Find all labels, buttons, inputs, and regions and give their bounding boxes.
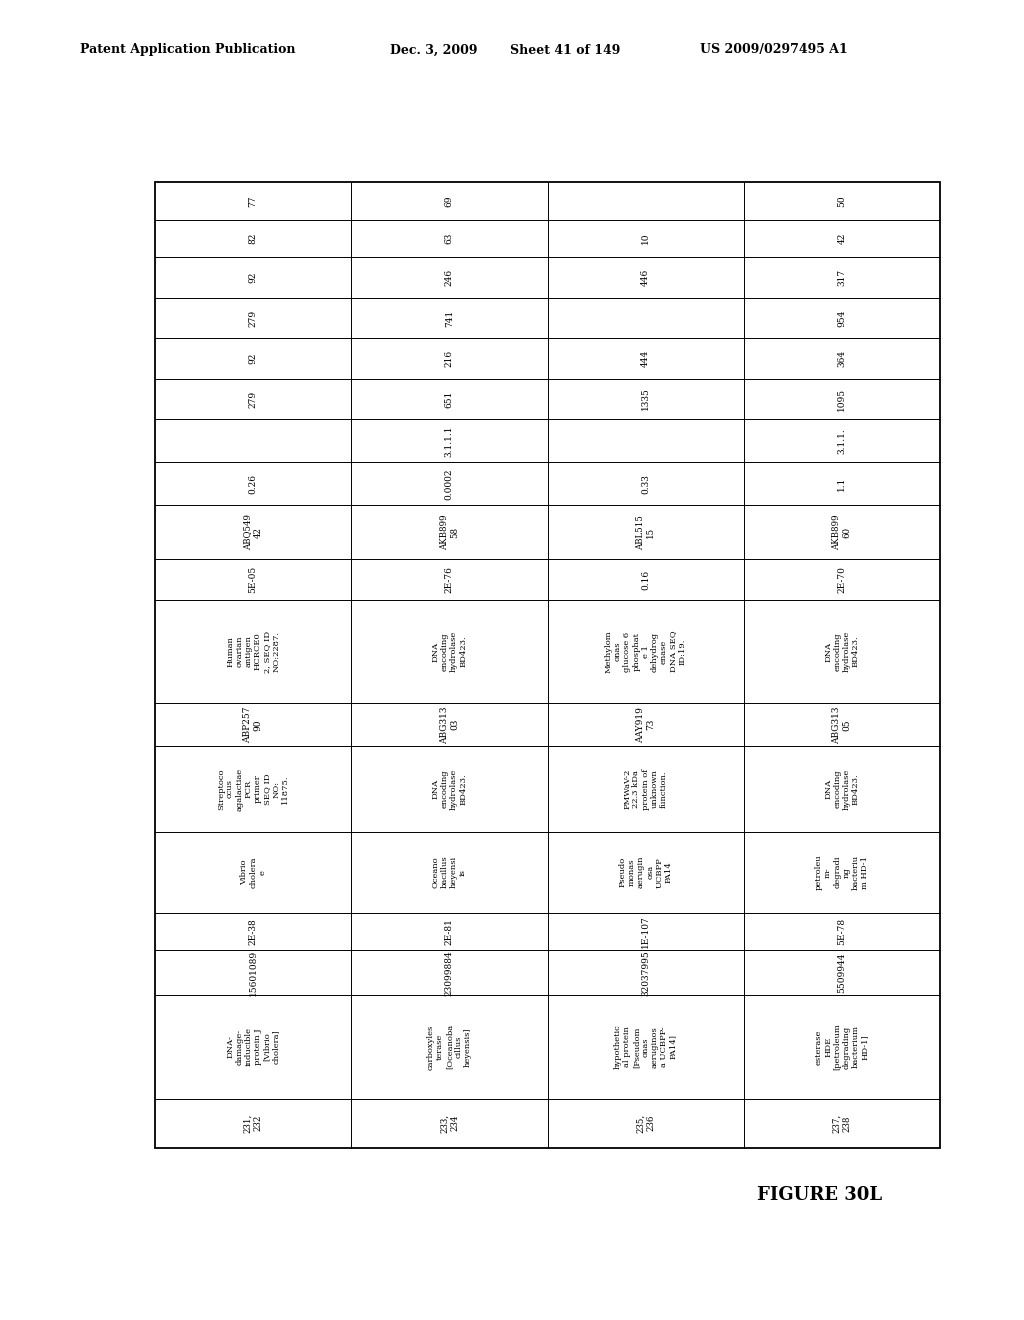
Text: 954: 954: [838, 309, 847, 327]
Text: 1E-107: 1E-107: [641, 915, 650, 948]
Text: DNA
encoding
hydrolase
BD423.: DNA encoding hydrolase BD423.: [824, 631, 860, 672]
Text: 0.0002: 0.0002: [444, 469, 454, 500]
Text: FIGURE 30L: FIGURE 30L: [758, 1185, 883, 1204]
Text: 69: 69: [444, 195, 454, 207]
Text: ABG313
03: ABG313 03: [439, 706, 459, 743]
Text: 5E-78: 5E-78: [838, 917, 847, 945]
Text: 246: 246: [444, 269, 454, 286]
Text: hypothetic
al protein
[Pseudom
onas
aeruginos
a UCBPP-
PA14]: hypothetic al protein [Pseudom onas aeru…: [614, 1024, 677, 1069]
Text: 10: 10: [641, 232, 650, 244]
Text: 2E-38: 2E-38: [249, 919, 258, 945]
Text: 32037995: 32037995: [641, 950, 650, 995]
Text: 235,
236: 235, 236: [636, 1114, 655, 1133]
Text: 0.16: 0.16: [641, 569, 650, 590]
Text: petroleu
m-
degradi
ng
bacteriu
m HD-1: petroleu m- degradi ng bacteriu m HD-1: [815, 854, 869, 890]
Text: 741: 741: [444, 309, 454, 327]
Text: AKB899
58: AKB899 58: [439, 515, 459, 550]
Text: DNA-
damage-
inducible
protein J
[Vibrio
cholera]: DNA- damage- inducible protein J [Vibrio…: [226, 1027, 281, 1067]
Text: 63: 63: [444, 232, 454, 244]
Text: 42: 42: [838, 232, 847, 244]
Text: 231,
232: 231, 232: [244, 1114, 263, 1133]
Text: 1.1: 1.1: [838, 477, 847, 491]
Text: Pseudo
monas
aerugin
osa
UCBPP
PA14: Pseudo monas aerugin osa UCBPP PA14: [618, 855, 673, 888]
Text: Streptoco
ccus
agalactiae
PCR
primer
SEQ ID
NO:
11875.: Streptoco ccus agalactiae PCR primer SEQ…: [217, 767, 290, 810]
Text: 233,
234: 233, 234: [439, 1114, 459, 1133]
Text: US 2009/0297495 A1: US 2009/0297495 A1: [700, 44, 848, 57]
Text: ABL515
15: ABL515 15: [636, 515, 655, 550]
Text: ABQ549
42: ABQ549 42: [244, 515, 263, 550]
Text: Sheet 41 of 149: Sheet 41 of 149: [510, 44, 621, 57]
Text: DNA
encoding
hydrolase
BD423.: DNA encoding hydrolase BD423.: [824, 768, 860, 809]
Text: 5E-05: 5E-05: [249, 566, 258, 593]
Text: 2E-76: 2E-76: [444, 566, 454, 593]
Text: AAY919
73: AAY919 73: [636, 706, 655, 743]
Text: ABP257
90: ABP257 90: [244, 706, 263, 743]
Text: esterase
HDE
[petroleum
degrading
bacterium
HD-1]: esterase HDE [petroleum degrading bacter…: [815, 1023, 869, 1071]
Text: Human
ovarian
antigen
HCRCE0
2, SEQ ID
NO:2287.: Human ovarian antigen HCRCE0 2, SEQ ID N…: [226, 631, 281, 673]
Text: 82: 82: [249, 232, 258, 244]
Text: 279: 279: [249, 391, 258, 408]
Bar: [155, 182, 940, 1148]
Text: 92: 92: [249, 352, 258, 364]
Text: Oceano
bacillus
heyensi
is: Oceano bacillus heyensi is: [431, 855, 467, 888]
Text: 317: 317: [838, 269, 847, 286]
Text: DNA
encoding
hydrolase
BD423.: DNA encoding hydrolase BD423.: [431, 631, 467, 672]
Text: DNA
encoding
hydrolase
BD423.: DNA encoding hydrolase BD423.: [431, 768, 467, 809]
Text: 651: 651: [444, 391, 454, 408]
Text: 5509944: 5509944: [838, 953, 847, 993]
Text: 444: 444: [641, 350, 650, 367]
Text: carboxyles
terase
[Oceanoba
cillus
heyensis]: carboxyles terase [Oceanoba cillus heyen…: [427, 1024, 472, 1069]
Text: Patent Application Publication: Patent Application Publication: [80, 44, 296, 57]
Text: Methylom
onas
glucose 6
phosphat
e 1
dehydrog
enase
DNA SEQ
ID:19.: Methylom onas glucose 6 phosphat e 1 deh…: [605, 630, 686, 673]
Text: 0.26: 0.26: [249, 474, 258, 494]
Text: 279: 279: [249, 310, 258, 327]
Text: 1095: 1095: [838, 388, 847, 411]
Text: ABG313
05: ABG313 05: [833, 706, 852, 743]
Text: 2E-70: 2E-70: [838, 566, 847, 593]
Text: 3.1.1.: 3.1.1.: [838, 428, 847, 454]
Text: 364: 364: [838, 350, 847, 367]
Text: Vibrio
cholera
e: Vibrio cholera e: [240, 857, 266, 888]
Text: 50: 50: [838, 195, 847, 207]
Text: PMWaV-2
22.3 kDa
protein of
unknown
function.: PMWaV-2 22.3 kDa protein of unknown func…: [624, 768, 668, 809]
Text: 92: 92: [249, 272, 258, 284]
Text: 15601089: 15601089: [249, 949, 258, 995]
Text: 216: 216: [444, 350, 454, 367]
Text: 77: 77: [249, 195, 258, 207]
Text: AKB899
60: AKB899 60: [833, 515, 852, 550]
Text: 3.1.1.1: 3.1.1.1: [444, 425, 454, 457]
Text: 237,
238: 237, 238: [833, 1114, 852, 1133]
Text: 23099884: 23099884: [444, 950, 454, 995]
Text: Dec. 3, 2009: Dec. 3, 2009: [390, 44, 477, 57]
Text: 446: 446: [641, 269, 650, 286]
Text: 2E-81: 2E-81: [444, 917, 454, 945]
Text: 0.33: 0.33: [641, 474, 650, 494]
Text: 1335: 1335: [641, 388, 650, 411]
